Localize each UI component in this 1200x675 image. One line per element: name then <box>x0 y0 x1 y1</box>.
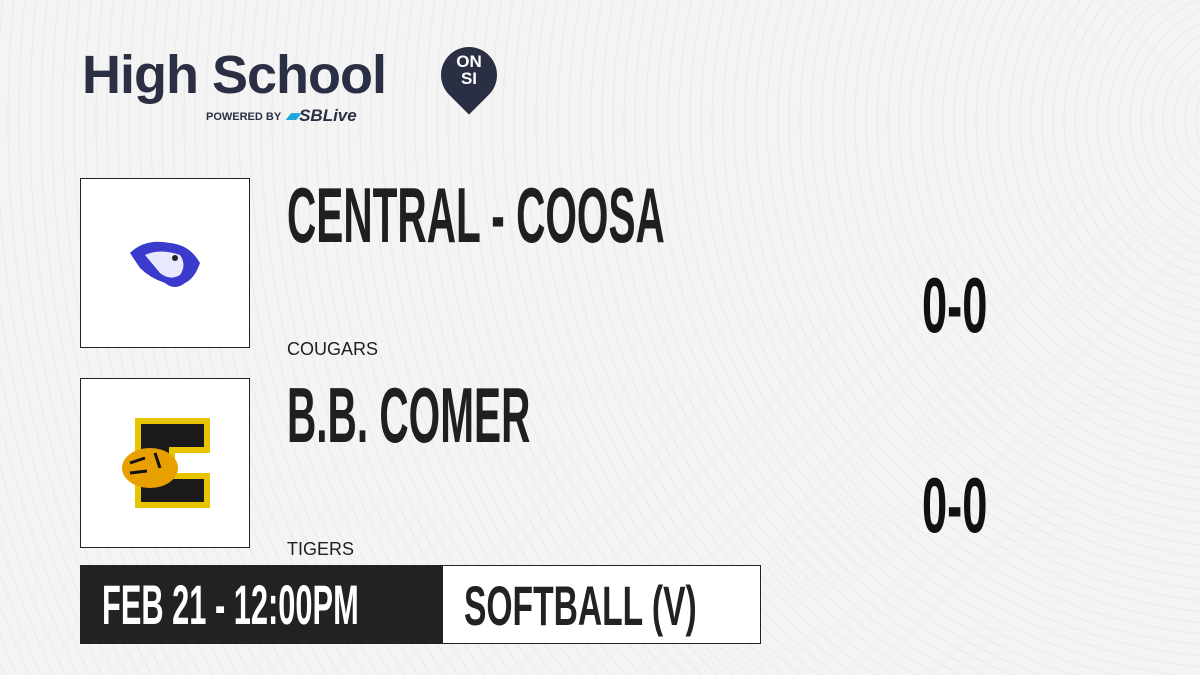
team-logo-central-coosa <box>80 178 250 348</box>
team-score: 0-0 <box>922 461 988 549</box>
team-name: B.B. COMER <box>287 371 531 459</box>
on-si-badge: ON SI <box>456 52 482 88</box>
powered-by-label: POWERED BY <box>206 111 282 123</box>
team-score: 0-0 <box>922 261 988 349</box>
game-datetime-box: FEB 21 - 12:00PM <box>80 565 442 644</box>
team-mascot: TIGERS <box>287 539 355 559</box>
game-sport: SOFTBALL (V) <box>464 574 697 637</box>
team-name: CENTRAL - COOSA <box>287 171 665 259</box>
cougar-logo-icon <box>130 241 200 287</box>
team-logo-bb-comer <box>80 378 250 548</box>
game-datetime: FEB 21 - 12:00PM <box>102 573 359 636</box>
game-sport-box: SOFTBALL (V) <box>442 565 761 644</box>
team-mascot: COUGARS <box>287 339 379 359</box>
brand-title: High School <box>82 45 387 105</box>
tiger-c-logo-icon <box>122 418 210 508</box>
sblive-logo: ▰SBLive <box>286 106 357 125</box>
